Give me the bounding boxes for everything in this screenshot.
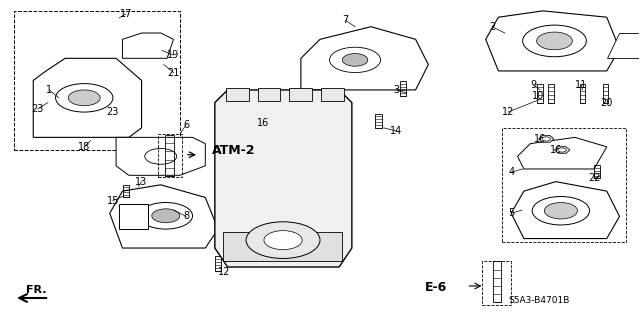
Text: 14: 14 — [390, 126, 403, 136]
Circle shape — [68, 90, 100, 106]
Text: 15: 15 — [107, 196, 119, 206]
Text: 12: 12 — [502, 107, 514, 117]
Polygon shape — [116, 137, 205, 175]
Bar — [603, 84, 609, 103]
Text: 16: 16 — [257, 118, 269, 128]
Bar — [321, 88, 344, 101]
Circle shape — [56, 84, 113, 112]
Bar — [157, 134, 182, 177]
Circle shape — [152, 209, 180, 223]
Circle shape — [264, 231, 302, 250]
Text: 5: 5 — [508, 208, 515, 218]
Polygon shape — [109, 185, 218, 248]
Circle shape — [145, 148, 177, 164]
Polygon shape — [486, 11, 620, 71]
Text: 23: 23 — [107, 107, 119, 117]
Circle shape — [342, 54, 368, 66]
Bar — [123, 185, 129, 197]
Polygon shape — [554, 147, 570, 153]
Text: 9: 9 — [531, 80, 536, 90]
Circle shape — [542, 137, 550, 141]
Bar — [257, 88, 280, 101]
Text: 21: 21 — [167, 68, 180, 78]
Circle shape — [532, 197, 589, 225]
Text: 6: 6 — [183, 120, 189, 130]
Polygon shape — [539, 136, 554, 142]
Polygon shape — [215, 90, 352, 267]
Polygon shape — [518, 137, 607, 169]
Bar — [165, 135, 174, 176]
Text: 3: 3 — [394, 85, 399, 95]
Text: 8: 8 — [183, 211, 189, 221]
Circle shape — [330, 47, 381, 72]
Polygon shape — [33, 58, 141, 137]
Circle shape — [544, 203, 577, 219]
Text: 11: 11 — [575, 80, 588, 90]
Bar — [483, 261, 511, 305]
Bar — [223, 232, 342, 261]
Bar — [502, 128, 626, 242]
Text: 18: 18 — [78, 142, 90, 152]
Polygon shape — [607, 33, 639, 58]
Text: 12: 12 — [218, 267, 230, 277]
Text: 19: 19 — [167, 50, 180, 60]
Bar — [376, 114, 382, 128]
Text: 4: 4 — [508, 167, 514, 177]
Text: 22: 22 — [588, 174, 600, 183]
Text: 16: 16 — [550, 145, 562, 155]
Circle shape — [139, 203, 193, 229]
Text: 23: 23 — [31, 104, 44, 114]
Text: S5A3-B4701B: S5A3-B4701B — [508, 296, 570, 305]
Text: 13: 13 — [136, 177, 148, 187]
Circle shape — [558, 148, 566, 152]
Bar — [580, 84, 586, 103]
Circle shape — [246, 222, 320, 258]
Text: 20: 20 — [600, 98, 613, 108]
Text: E-6: E-6 — [425, 281, 447, 294]
Polygon shape — [122, 33, 173, 58]
Bar — [226, 88, 248, 101]
Bar — [399, 81, 406, 96]
Bar — [289, 88, 312, 101]
Bar — [119, 204, 148, 229]
Text: 1: 1 — [46, 85, 52, 95]
Circle shape — [537, 32, 572, 50]
Bar — [537, 84, 543, 103]
Circle shape — [523, 25, 586, 57]
Bar — [493, 261, 501, 302]
Text: 16: 16 — [534, 134, 547, 144]
Text: 2: 2 — [489, 22, 495, 32]
Bar — [548, 84, 554, 103]
Text: ATM-2: ATM-2 — [212, 144, 255, 157]
Bar — [215, 256, 221, 271]
Text: 17: 17 — [120, 9, 132, 19]
Text: 7: 7 — [342, 15, 349, 26]
Bar — [595, 165, 600, 178]
Text: 10: 10 — [532, 91, 545, 101]
Polygon shape — [511, 182, 620, 239]
Bar — [14, 11, 180, 150]
Text: FR.: FR. — [26, 285, 47, 295]
Polygon shape — [301, 27, 428, 90]
